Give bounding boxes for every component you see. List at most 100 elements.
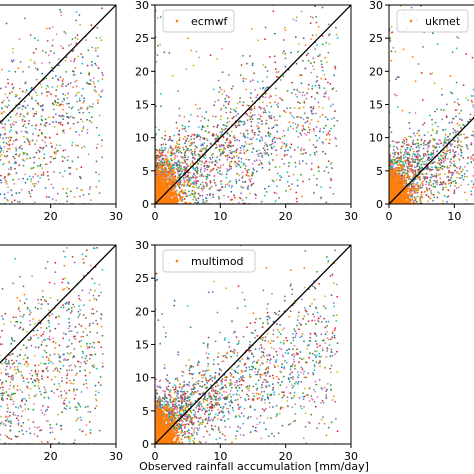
scatter-point (158, 157, 160, 159)
scatter-point (285, 29, 287, 31)
scatter-point (243, 124, 245, 126)
scatter-point (274, 101, 276, 103)
scatter-point (304, 129, 306, 131)
scatter-point (308, 126, 310, 128)
scatter-point (40, 84, 42, 86)
scatter-point (222, 144, 224, 146)
scatter-point (220, 165, 222, 167)
scatter-point (308, 179, 310, 181)
scatter-point (30, 34, 32, 36)
scatter-point (18, 178, 20, 180)
scatter-point (31, 98, 33, 100)
scatter-point (261, 123, 263, 125)
scatter-point (62, 176, 64, 178)
scatter-point (17, 68, 19, 70)
scatter-point (229, 165, 231, 167)
scatter-point (221, 174, 223, 176)
scatter-point (272, 159, 274, 161)
scatter-point (221, 131, 223, 133)
scatter-point (214, 138, 216, 140)
scatter-point (25, 107, 27, 109)
scatter-point (285, 66, 287, 68)
scatter-point (276, 119, 278, 121)
scatter-point (99, 37, 101, 39)
scatter-point (254, 106, 256, 108)
scatter-point (195, 104, 197, 106)
scatter-point (318, 170, 320, 172)
scatter-point (179, 115, 181, 117)
scatter-point (242, 171, 244, 173)
scatter-point (184, 153, 186, 155)
scatter-point (274, 141, 276, 143)
scatter-point (298, 108, 300, 110)
scatter-point (179, 187, 181, 189)
scatter-point (170, 139, 172, 141)
scatter-point (295, 166, 297, 168)
scatter-point (257, 118, 259, 120)
scatter-point (296, 130, 298, 132)
scatter-point (51, 184, 53, 186)
scatter-point (55, 102, 57, 104)
panel-top-left: 20 30 (0, 5, 123, 223)
scatter-point (11, 60, 13, 62)
scatter-point (255, 97, 257, 99)
scatter-point (238, 202, 240, 204)
scatter-point (22, 71, 24, 73)
scatter-point (77, 122, 79, 124)
scatter-point (62, 104, 64, 106)
scatter-point (220, 167, 222, 169)
scatter-point (268, 154, 270, 156)
scatter-point (201, 151, 203, 153)
scatter-point (46, 91, 48, 93)
scatter-point (101, 139, 103, 141)
scatter-point (68, 106, 70, 108)
scatter-point (23, 105, 25, 107)
scatter-point (56, 144, 58, 146)
scatter-point (245, 197, 247, 199)
scatter-point (168, 149, 170, 151)
scatter-point (241, 64, 243, 66)
scatter-point (47, 175, 49, 177)
scatter-point (276, 185, 278, 187)
scatter-point (41, 115, 43, 117)
scatter-point (33, 52, 35, 54)
scatter-point (302, 91, 304, 93)
scatter-point (178, 144, 180, 146)
scatter-point (93, 77, 95, 79)
scatter-point (0, 159, 2, 161)
scatter-point (36, 111, 38, 113)
scatter-point (194, 170, 196, 172)
scatter-point (244, 141, 246, 143)
scatter-point (78, 109, 80, 111)
scatter-point (62, 118, 64, 120)
scatter-point (95, 50, 97, 52)
scatter-point (42, 50, 44, 52)
scatter-point (245, 151, 247, 153)
scatter-point (299, 91, 301, 93)
scatter-point (38, 104, 40, 106)
scatter-point (295, 20, 297, 22)
scatter-point (200, 145, 202, 147)
scatter-point (170, 155, 172, 157)
scatter-point (0, 179, 2, 181)
scatter-point (212, 194, 214, 196)
scatter-point (330, 83, 332, 85)
scatter-point (11, 194, 13, 196)
scatter-point (250, 108, 252, 110)
scatter-point (235, 115, 237, 117)
scatter-point (271, 147, 273, 149)
scatter-point (74, 67, 76, 69)
scatter-point (271, 144, 273, 146)
scatter-point (244, 163, 246, 165)
scatter-point (252, 63, 254, 65)
scatter-point (218, 99, 220, 101)
scatter-point (257, 94, 259, 96)
scatter-point (261, 201, 263, 203)
scatter-point (317, 121, 319, 123)
scatter-point (327, 132, 329, 134)
scatter-point (197, 168, 199, 170)
scatter-point (12, 156, 14, 158)
scatter-point (210, 159, 212, 161)
scatter-point (299, 102, 301, 104)
